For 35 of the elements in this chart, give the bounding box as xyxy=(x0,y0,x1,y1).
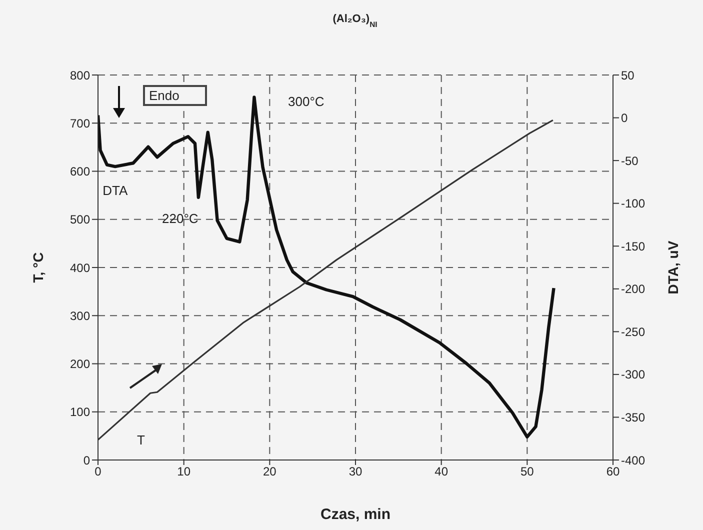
annotation: Endo xyxy=(143,85,207,106)
x-tick-label: 30 xyxy=(348,464,362,479)
y2-tick-label: -200 xyxy=(621,282,646,296)
y2-tick-label: -350 xyxy=(621,410,646,424)
y-tick-label: 300 xyxy=(70,308,90,323)
y-tick-label: 600 xyxy=(70,164,90,179)
y2-tick-label: -300 xyxy=(621,368,646,382)
y-tick-label: 800 xyxy=(70,68,90,82)
y2-tick-label: -400 xyxy=(621,453,646,468)
x-tick-label: 10 xyxy=(177,464,191,479)
series-label: DTA xyxy=(102,182,128,198)
y-tick-label: 400 xyxy=(70,260,90,275)
y2-tick-label: 50 xyxy=(621,68,635,82)
y2-tick-label: -100 xyxy=(621,196,646,211)
x-tick-label: 60 xyxy=(606,464,620,479)
series-label: T xyxy=(137,432,145,448)
x-tick-label: 40 xyxy=(434,464,448,479)
chart-title: (Al₂O₃)$_{NI}$ xyxy=(332,13,378,28)
y-tick-label: 0 xyxy=(83,453,90,468)
y2-axis-title: DTA, uV xyxy=(664,240,681,294)
y2-tick-label: -250 xyxy=(621,324,646,339)
y-axis-title: T, °C xyxy=(30,252,46,283)
y-tick-label: 100 xyxy=(70,405,90,420)
x-tick-label: 20 xyxy=(262,464,277,479)
y-tick-label: 500 xyxy=(70,212,90,227)
x-tick-label: 50 xyxy=(520,464,534,479)
annotation: 220°C xyxy=(162,211,198,226)
y2-tick-label: -50 xyxy=(621,154,639,168)
y-tick-label: 200 xyxy=(70,357,90,372)
x-tick-label: 0 xyxy=(94,464,102,479)
x-axis-title: Czas, min xyxy=(320,506,391,523)
y-tick-label: 700 xyxy=(70,116,90,130)
annotation: 300°C xyxy=(288,94,324,109)
y2-tick-label: 0 xyxy=(621,111,628,126)
y2-tick-label: -150 xyxy=(621,239,646,254)
